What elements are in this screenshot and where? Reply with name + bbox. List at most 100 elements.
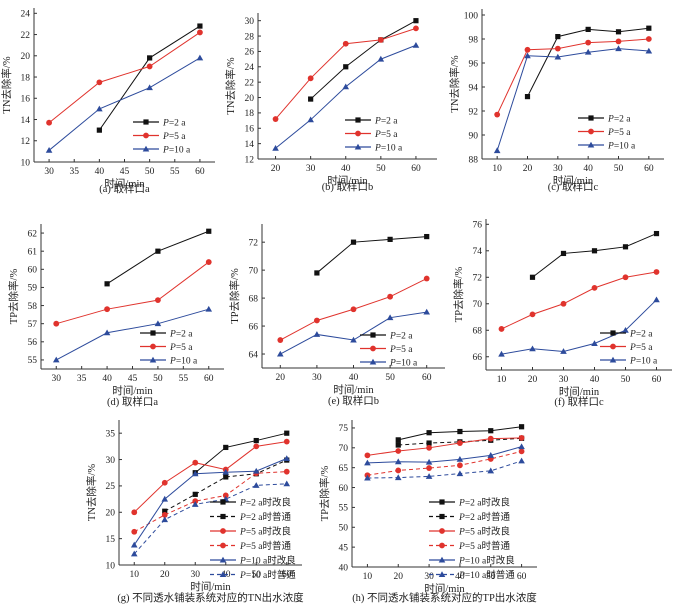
series-P=10a — [493, 45, 653, 154]
series-P=5a时改良 — [131, 438, 290, 516]
data-point — [343, 64, 349, 70]
data-point — [104, 306, 110, 313]
data-point — [413, 18, 419, 24]
data-point — [314, 317, 320, 324]
data-point — [223, 474, 229, 480]
x-tick-label: 35 — [77, 374, 87, 384]
y-tick-label: 26 — [245, 48, 255, 58]
y-tick-label: 24 — [21, 10, 31, 20]
legend-label: P=10 a — [374, 144, 403, 154]
y-tick-label: 50 — [339, 524, 349, 534]
legend-marker — [220, 513, 226, 520]
chart-a: 10 12 14 16 18 20 22 24 30 35 40 45 50 55 60 时间/min TN去除… — [0, 8, 215, 195]
y-axis-label: TP去除率/% — [228, 268, 241, 324]
data-point — [394, 474, 402, 481]
data-point — [96, 79, 103, 86]
y-tick-label: 16 — [245, 125, 255, 135]
y-tick-label: 100 — [464, 11, 479, 21]
data-point — [622, 274, 629, 281]
data-point — [161, 516, 169, 523]
series-P=2a — [524, 25, 652, 100]
series-P=10a — [52, 305, 213, 363]
data-point — [529, 311, 536, 318]
legend-label: P=2 a — [374, 117, 398, 127]
data-point — [314, 270, 320, 276]
y-tick-label: 20 — [106, 509, 116, 519]
data-point — [395, 442, 401, 448]
data-point — [529, 345, 536, 352]
chart-c: 88 90 92 94 96 98 100 10 20 30 40 50 60 时间/min TN去除率/%… — [448, 9, 664, 193]
series-line — [367, 437, 522, 456]
series-P=2a — [104, 228, 212, 287]
x-tick-label: 10 — [497, 375, 507, 385]
series-P=10a时普通 — [364, 457, 525, 481]
legend-label: P=10 a时普通 — [458, 569, 515, 581]
data-point — [350, 239, 357, 245]
data-point — [364, 452, 371, 459]
data-point — [283, 468, 290, 475]
series-line — [133, 458, 287, 546]
series-line — [501, 299, 657, 355]
data-point — [206, 228, 212, 234]
series-P=2a — [308, 18, 419, 102]
series-P=5a — [46, 29, 203, 126]
x-tick-label: 20 — [276, 373, 286, 383]
data-point — [252, 482, 260, 488]
y-axis-label: TP去除率/% — [318, 466, 331, 522]
series-P=10a时改良 — [364, 443, 525, 466]
y-tick-label: 57 — [28, 320, 38, 330]
x-tick-label: 30 — [191, 570, 201, 580]
legend-label: P=5 a时普通 — [458, 540, 511, 552]
legend-marker — [587, 141, 595, 148]
data-point — [313, 331, 321, 337]
data-point — [307, 116, 314, 123]
y-tick-label: 66 — [473, 353, 483, 363]
series-line — [367, 460, 522, 479]
legend-label: P=2 a时普通 — [458, 511, 511, 523]
data-point — [191, 470, 199, 477]
data-point — [395, 437, 401, 443]
y-tick-label: 70 — [473, 300, 483, 310]
chart-g: 101520253035102030405060时间/minTN去除率/%(g)… — [85, 420, 304, 604]
y-tick-label: 20 — [245, 94, 255, 104]
y-tick-label: 16 — [21, 95, 31, 105]
data-point — [653, 269, 660, 275]
legend-marker — [438, 571, 446, 577]
data-point — [487, 467, 495, 474]
legend: P=2 a P=5 a P=10 a — [345, 117, 403, 154]
x-tick-label: 50 — [376, 164, 386, 174]
series-line — [56, 308, 209, 361]
x-tick-label: 50 — [614, 164, 624, 174]
y-tick-label: 76 — [473, 221, 483, 231]
series-line — [48, 32, 201, 124]
data-point — [555, 34, 561, 40]
series-line — [316, 236, 427, 274]
data-point — [498, 350, 505, 357]
data-point — [395, 448, 402, 454]
data-point — [423, 275, 430, 282]
data-point — [283, 480, 291, 487]
series-line — [133, 483, 287, 555]
x-tick-label: 10 — [363, 572, 373, 582]
x-tick-label: 55 — [179, 374, 189, 384]
legend-marker — [588, 128, 594, 135]
series-P=10a — [45, 54, 204, 153]
data-point — [253, 443, 260, 450]
y-tick-label: 40 — [339, 563, 349, 573]
x-tick-label: 40 — [349, 373, 359, 383]
data-point — [146, 84, 153, 91]
chart-caption: (c) 取样口c — [548, 180, 599, 193]
legend-marker — [219, 571, 227, 577]
data-point — [615, 38, 622, 45]
series-line — [367, 446, 522, 464]
legend-marker — [588, 115, 594, 121]
data-point — [653, 296, 660, 303]
y-tick-label: 65 — [339, 464, 349, 474]
legend-marker — [610, 330, 616, 336]
y-tick-label: 14 — [21, 116, 31, 126]
x-tick-label: 60 — [195, 167, 205, 177]
series-P=5a时普通 — [131, 468, 290, 535]
x-tick-label: 50 — [153, 374, 163, 384]
y-tick-label: 10 — [106, 561, 116, 571]
x-axis-label: 时间/min — [112, 384, 153, 397]
